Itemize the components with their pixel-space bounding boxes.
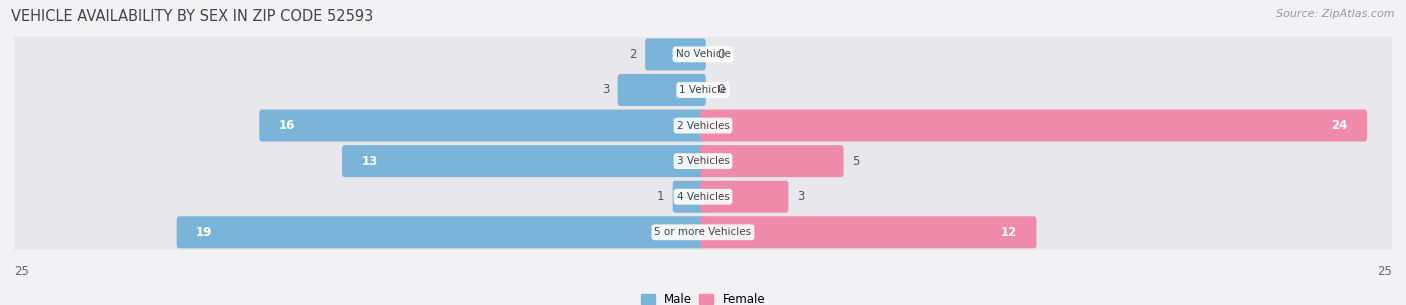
Text: VEHICLE AVAILABILITY BY SEX IN ZIP CODE 52593: VEHICLE AVAILABILITY BY SEX IN ZIP CODE … [11, 9, 374, 24]
Text: 3: 3 [797, 190, 804, 203]
FancyBboxPatch shape [10, 211, 1396, 253]
FancyBboxPatch shape [645, 38, 706, 70]
Text: 24: 24 [1331, 119, 1348, 132]
FancyBboxPatch shape [10, 69, 1396, 111]
FancyBboxPatch shape [617, 74, 706, 106]
Text: 4 Vehicles: 4 Vehicles [676, 192, 730, 202]
Text: 0: 0 [717, 48, 724, 61]
Text: 13: 13 [361, 155, 378, 168]
Text: 2 Vehicles: 2 Vehicles [676, 120, 730, 131]
FancyBboxPatch shape [259, 109, 706, 142]
Text: 3 Vehicles: 3 Vehicles [676, 156, 730, 166]
Text: 1: 1 [657, 190, 665, 203]
FancyBboxPatch shape [10, 140, 1396, 182]
Text: 5 or more Vehicles: 5 or more Vehicles [654, 227, 752, 237]
FancyBboxPatch shape [10, 176, 1396, 218]
FancyBboxPatch shape [10, 105, 1396, 147]
FancyBboxPatch shape [342, 145, 706, 177]
Text: 25: 25 [14, 265, 30, 278]
Text: 3: 3 [602, 84, 609, 96]
FancyBboxPatch shape [10, 34, 1396, 75]
Text: 0: 0 [717, 84, 724, 96]
FancyBboxPatch shape [700, 216, 1036, 248]
Text: 5: 5 [852, 155, 859, 168]
Text: 2: 2 [630, 48, 637, 61]
Text: No Vehicle: No Vehicle [675, 49, 731, 59]
Text: 19: 19 [195, 226, 212, 239]
Text: 25: 25 [1376, 265, 1392, 278]
Text: Source: ZipAtlas.com: Source: ZipAtlas.com [1277, 9, 1395, 19]
FancyBboxPatch shape [177, 216, 706, 248]
Text: 1 Vehicle: 1 Vehicle [679, 85, 727, 95]
FancyBboxPatch shape [700, 181, 789, 213]
Text: 16: 16 [278, 119, 295, 132]
Text: 12: 12 [1001, 226, 1017, 239]
FancyBboxPatch shape [700, 145, 844, 177]
FancyBboxPatch shape [700, 109, 1367, 142]
FancyBboxPatch shape [672, 181, 706, 213]
Legend: Male, Female: Male, Female [638, 291, 768, 305]
